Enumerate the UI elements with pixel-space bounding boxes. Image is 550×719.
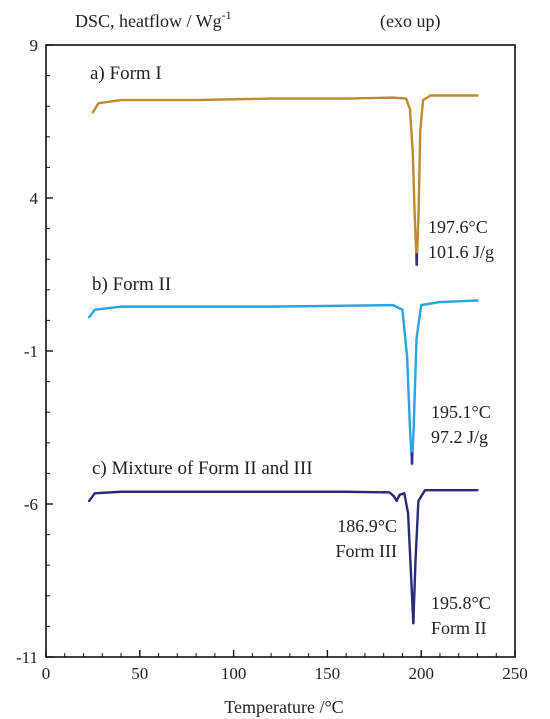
annotation-1-line-1: 197.6°C — [428, 217, 488, 237]
series-layer — [87, 94, 479, 625]
y-tick-label: -6 — [24, 495, 38, 514]
series-label-2: b) Form II — [92, 274, 171, 295]
annotation-4-line-1: 195.8°C — [431, 593, 491, 613]
annotation-3-line-2: Form III — [336, 541, 398, 561]
series-label-1: a) Form I — [90, 63, 162, 84]
x-tick-label: 150 — [315, 664, 341, 683]
annotation-3-line-1: 186.9°C — [337, 516, 397, 536]
y-tick-label: 9 — [30, 36, 39, 55]
labels-layer: a) Form I b) Form II c) Mixture of Form II… — [90, 63, 494, 638]
y-tick-label: -11 — [16, 648, 38, 667]
series-line-2 — [87, 299, 479, 466]
y-tick-label: 4 — [30, 189, 39, 208]
plot-frame — [45, 44, 516, 658]
x-axis: 0 50 100 150 200 250 — [42, 650, 528, 683]
x-tick-label: 50 — [131, 664, 148, 683]
series-line-3 — [87, 489, 479, 625]
x-tick-label: 0 — [42, 664, 51, 683]
x-tick-label: 250 — [502, 664, 528, 683]
annotation-2-line-1: 195.1°C — [431, 402, 491, 422]
x-axis-title: Temperature /°C — [224, 697, 343, 717]
annotation-1-line-2: 101.6 J/g — [428, 242, 494, 262]
x-tick-label: 200 — [408, 664, 434, 683]
y-tick-label: -1 — [24, 342, 38, 361]
series-label-3: c) Mixture of Form II and III — [92, 458, 313, 479]
y-axis: 9 4 -1 -6 -11 — [16, 36, 53, 667]
x-tick-label: 100 — [221, 664, 247, 683]
annotation-4-line-2: Form II — [431, 618, 487, 638]
chart-header-title: DSC, heatflow / Wg-1 — [75, 8, 232, 31]
chart-header-note: (exo up) — [380, 11, 440, 32]
series-line-1 — [91, 94, 479, 267]
annotation-2-line-2: 97.2 J/g — [431, 427, 488, 447]
